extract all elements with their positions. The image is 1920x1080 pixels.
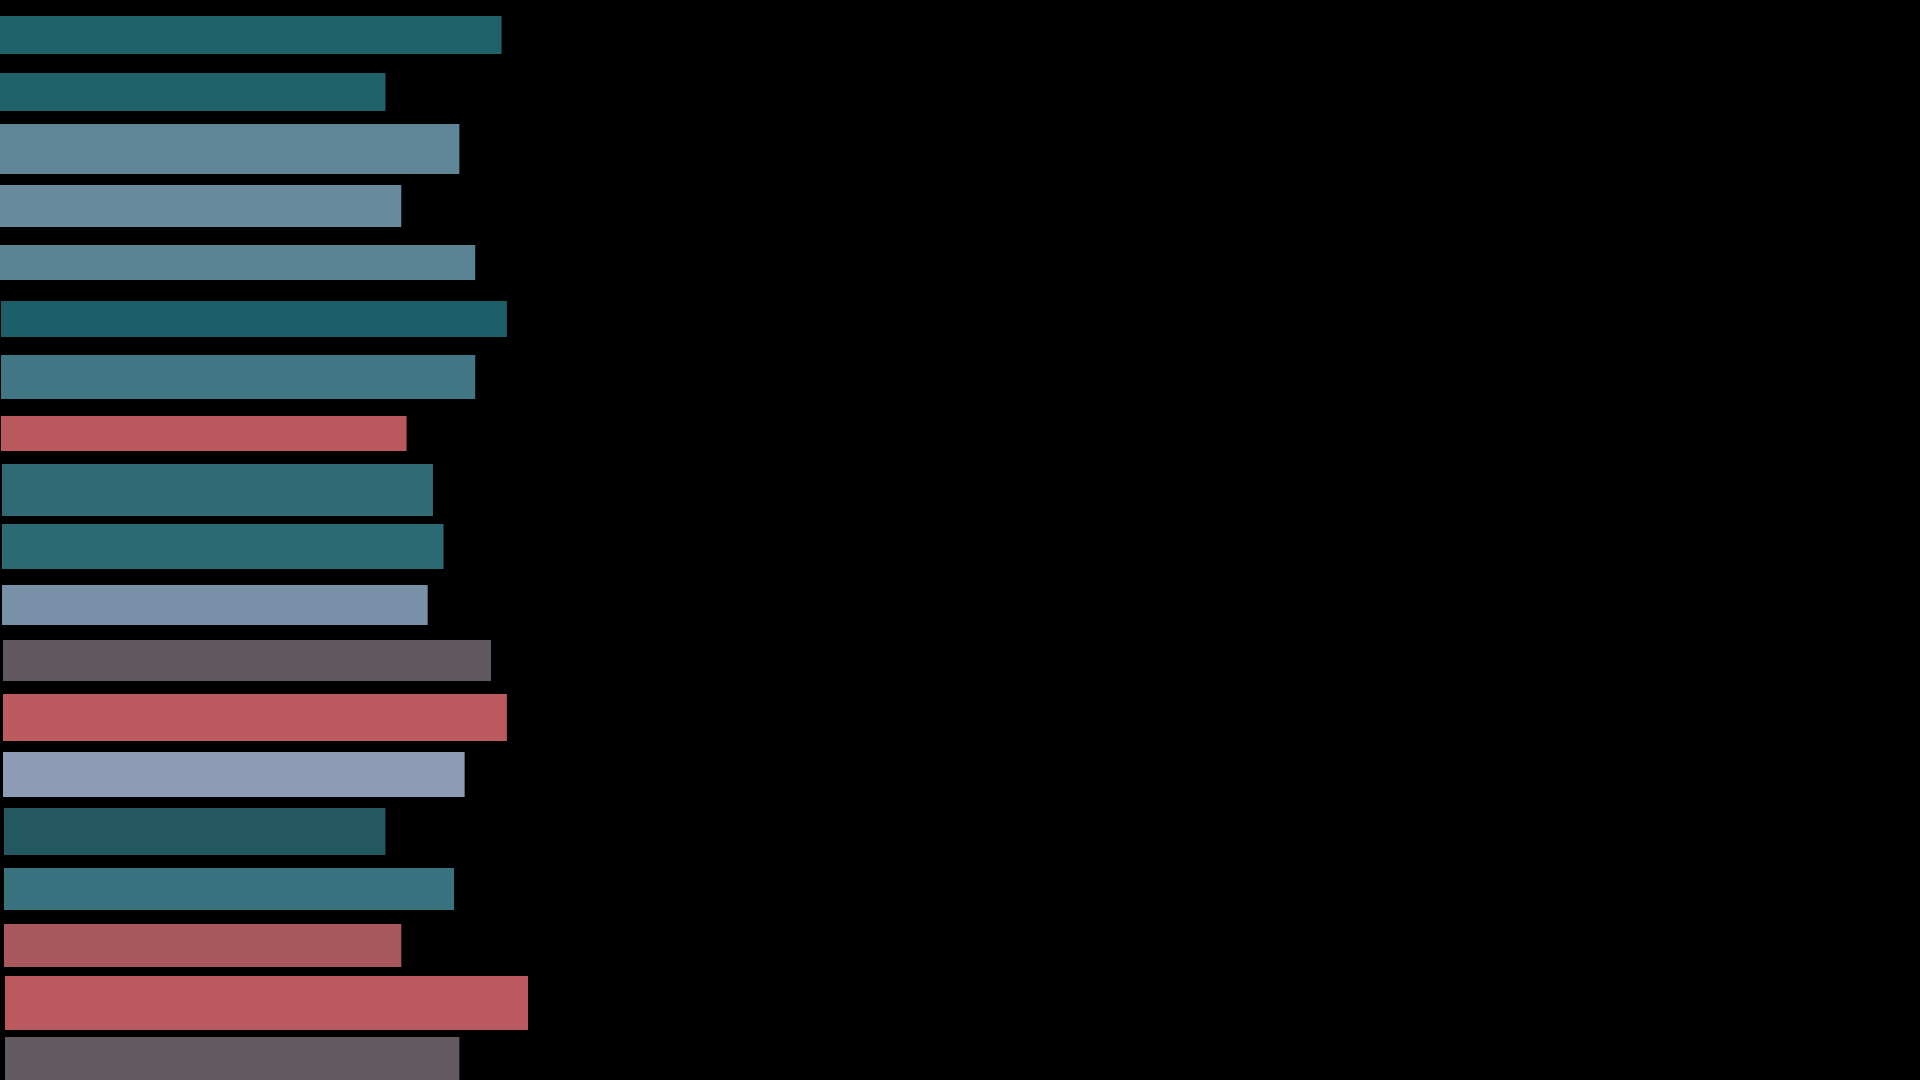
bar-3	[0, 124, 460, 174]
bar-2	[0, 73, 386, 111]
bar-19	[5, 1037, 460, 1080]
bar-18	[5, 976, 528, 1030]
bar-8	[1, 416, 407, 451]
bar-17	[4, 924, 402, 967]
bar-11	[2, 585, 428, 625]
bar-16	[4, 868, 455, 910]
bar-13	[3, 694, 507, 741]
bar-7	[1, 355, 476, 399]
bar-12	[3, 640, 492, 681]
bar-14	[3, 752, 465, 797]
bar-1	[0, 16, 502, 54]
bar-15	[4, 808, 386, 855]
bar-10	[2, 524, 444, 569]
bar-4	[0, 185, 402, 227]
bar-6	[1, 301, 507, 337]
bar-5	[0, 245, 476, 280]
bar-9	[2, 464, 433, 516]
